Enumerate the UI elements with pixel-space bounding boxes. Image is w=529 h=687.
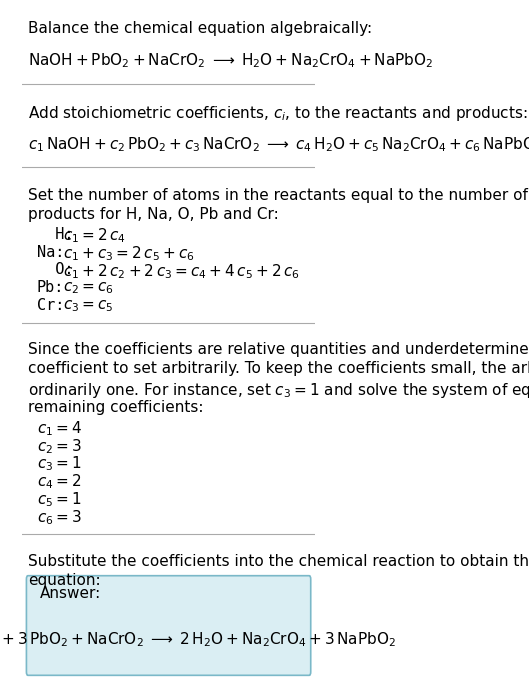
Text: $c_2 = 3$: $c_2 = 3$	[37, 437, 81, 455]
Text: $c_1 = 4$: $c_1 = 4$	[37, 419, 82, 438]
FancyBboxPatch shape	[26, 576, 311, 675]
Text: $c_1\,\mathrm{NaOH} + c_2\,\mathrm{PbO_2} + c_3\,\mathrm{NaCrO_2} \;\longrightar: $c_1\,\mathrm{NaOH} + c_2\,\mathrm{PbO_2…	[28, 135, 529, 154]
Text: Since the coefficients are relative quantities and underdetermined, choose a: Since the coefficients are relative quan…	[28, 342, 529, 357]
Text: ordinarily one. For instance, set $c_3 = 1$ and solve the system of equations fo: ordinarily one. For instance, set $c_3 =…	[28, 381, 529, 400]
Text: products for H, Na, O, Pb and Cr:: products for H, Na, O, Pb and Cr:	[28, 207, 279, 222]
Text: $4\,\mathrm{NaOH} + 3\,\mathrm{PbO_2} + \mathrm{NaCrO_2} \;\longrightarrow\; 2\,: $4\,\mathrm{NaOH} + 3\,\mathrm{PbO_2} + …	[0, 630, 396, 649]
Text: remaining coefficients:: remaining coefficients:	[28, 400, 203, 415]
Text: Balance the chemical equation algebraically:: Balance the chemical equation algebraica…	[28, 21, 372, 36]
Text: equation:: equation:	[28, 573, 101, 588]
Text: Na:: Na:	[37, 245, 64, 260]
Text: Add stoichiometric coefficients, $c_i$, to the reactants and products:: Add stoichiometric coefficients, $c_i$, …	[28, 104, 527, 124]
Text: Pb:: Pb:	[37, 280, 64, 295]
Text: $c_3 = 1$: $c_3 = 1$	[37, 455, 81, 473]
Text: $c_5 = 1$: $c_5 = 1$	[37, 491, 81, 509]
Text: $c_2 = c_6$: $c_2 = c_6$	[63, 280, 114, 296]
Text: $c_3 = c_5$: $c_3 = c_5$	[63, 298, 114, 314]
Text: $c_6 = 3$: $c_6 = 3$	[37, 508, 81, 527]
Text: $c_1 + c_3 = 2\,c_5 + c_6$: $c_1 + c_3 = 2\,c_5 + c_6$	[63, 245, 195, 263]
Text: $\mathrm{NaOH + PbO_2 + NaCrO_2 \;\longrightarrow\; H_2O + Na_2CrO_4 + NaPbO_2}$: $\mathrm{NaOH + PbO_2 + NaCrO_2 \;\longr…	[28, 52, 433, 70]
Text: H:: H:	[37, 227, 73, 242]
Text: $c_1 + 2\,c_2 + 2\,c_3 = c_4 + 4\,c_5 + 2\,c_6$: $c_1 + 2\,c_2 + 2\,c_3 = c_4 + 4\,c_5 + …	[63, 262, 300, 281]
Text: $c_4 = 2$: $c_4 = 2$	[37, 473, 81, 491]
Text: O:: O:	[37, 262, 73, 278]
Text: coefficient to set arbitrarily. To keep the coefficients small, the arbitrary va: coefficient to set arbitrarily. To keep …	[28, 361, 529, 376]
Text: $c_1 = 2\,c_4$: $c_1 = 2\,c_4$	[63, 227, 126, 245]
Text: Substitute the coefficients into the chemical reaction to obtain the balanced: Substitute the coefficients into the che…	[28, 554, 529, 569]
Text: Cr:: Cr:	[37, 298, 64, 313]
Text: Answer:: Answer:	[40, 586, 101, 601]
Text: Set the number of atoms in the reactants equal to the number of atoms in the: Set the number of atoms in the reactants…	[28, 188, 529, 203]
